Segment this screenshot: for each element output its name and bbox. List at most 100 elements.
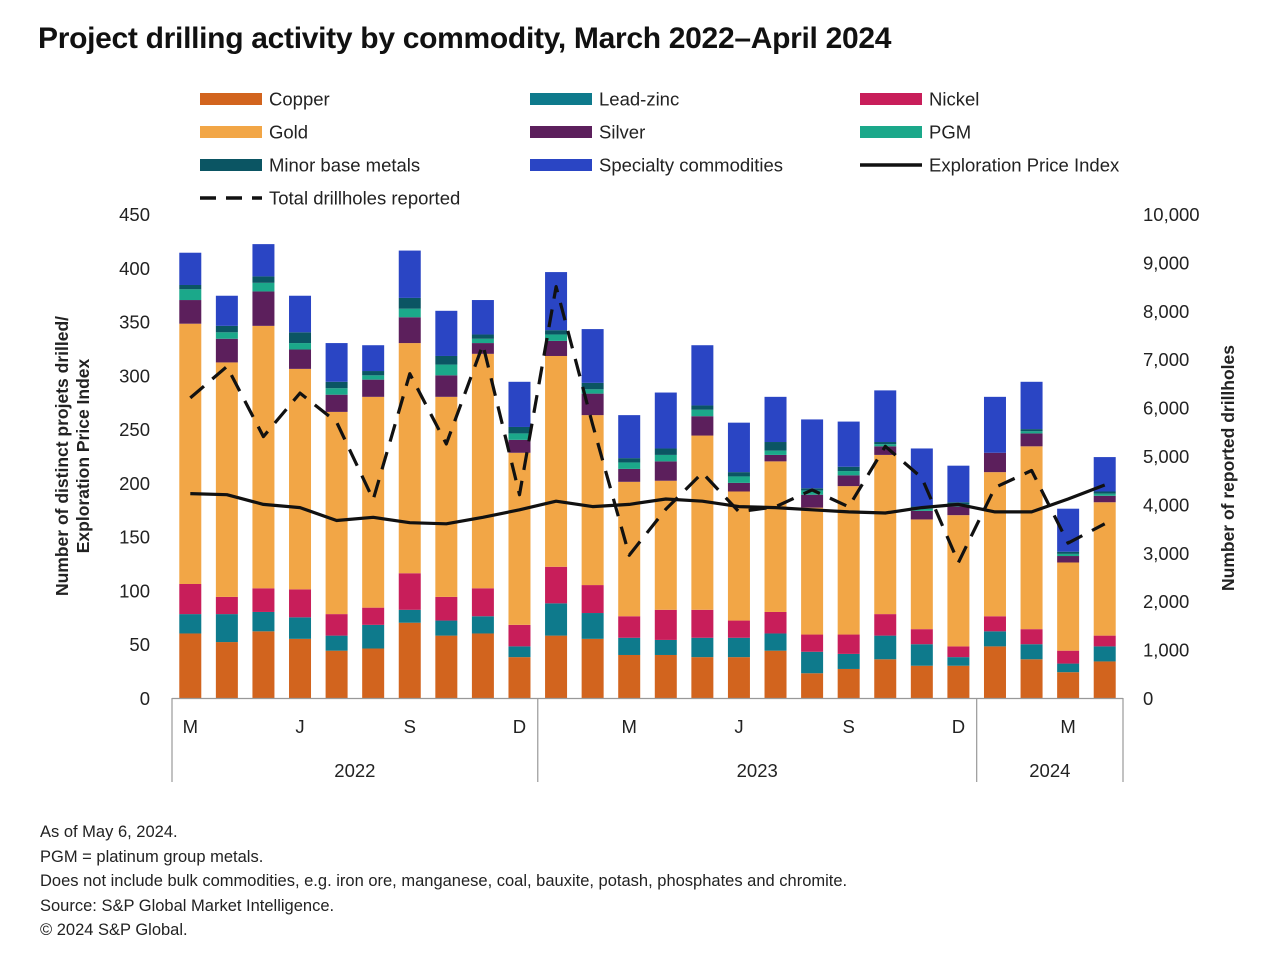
bar-minor-base-metals: [325, 381, 348, 389]
bar-lead-zinc: [289, 617, 312, 639]
bar-minor-base-metals: [398, 297, 421, 309]
bar-lead-zinc: [1057, 663, 1080, 673]
bar-stack: [691, 345, 714, 698]
bar-silver: [1020, 433, 1043, 447]
bar-nickel: [1057, 650, 1080, 664]
bar-minor-base-metals: [618, 458, 641, 463]
bar-gold: [471, 353, 494, 589]
bar-copper: [837, 668, 860, 698]
bar-pgm: [471, 338, 494, 344]
bar-stack: [435, 310, 458, 698]
legend-swatch-nickel: [860, 93, 922, 105]
bar-pgm: [508, 433, 531, 440]
bar-pgm: [215, 332, 238, 339]
x-year-label: 2024: [1029, 760, 1070, 781]
y-left-tick-label: 50: [129, 634, 150, 655]
note-copyright: © 2024 S&P Global.: [40, 921, 188, 939]
line-total-drillholes-reported: [189, 285, 1106, 565]
bar-copper: [289, 638, 312, 698]
bar-lead-zinc: [581, 613, 604, 639]
bar-gold: [325, 411, 348, 615]
x-tick-label: D: [513, 716, 526, 737]
bar-copper: [874, 659, 897, 698]
bar-gold: [289, 368, 312, 590]
x-tick-label: M: [1060, 716, 1075, 737]
bar-stack: [581, 329, 604, 698]
bar-gold: [983, 472, 1006, 617]
bar-minor-base-metals: [215, 325, 238, 333]
bar-gold: [1093, 502, 1116, 636]
bar-gold: [1020, 446, 1043, 630]
bar-gold: [837, 486, 860, 635]
legend-swatch-lead-zinc: [530, 93, 592, 105]
bar-nickel: [1093, 635, 1116, 647]
bar-specialty-commodities: [471, 300, 494, 335]
bar-silver: [727, 482, 750, 492]
bar-nickel: [801, 634, 824, 652]
stacked-bars: [179, 244, 1116, 698]
bar-nickel: [1020, 629, 1043, 645]
bar-stack: [874, 390, 897, 698]
bar-copper: [325, 650, 348, 698]
chart-lines: [189, 285, 1106, 565]
bar-silver: [691, 416, 714, 436]
legend-item-minor-base-metals: Minor base metals: [200, 155, 420, 176]
bar-lead-zinc: [947, 657, 970, 666]
bar-copper: [1057, 672, 1080, 698]
bar-specialty-commodities: [654, 392, 677, 449]
bar-gold: [435, 396, 458, 597]
legend-swatch-gold: [200, 126, 262, 138]
bar-lead-zinc: [471, 616, 494, 634]
bar-nickel: [947, 646, 970, 658]
bar-lead-zinc: [801, 651, 824, 674]
bar-specialty-commodities: [618, 415, 641, 459]
legend-swatch-minor-base-metals: [200, 159, 262, 171]
bar-gold: [362, 396, 385, 608]
note-source: Source: S&P Global Market Intelligence.: [40, 896, 335, 915]
legend-item-nickel: Nickel: [860, 89, 979, 110]
bar-silver: [435, 375, 458, 397]
legend-label-exploration-price-index: Exploration Price Index: [929, 155, 1120, 176]
bar-copper: [1020, 659, 1043, 698]
bar-nickel: [252, 588, 275, 612]
bar-stack: [471, 300, 494, 698]
bar-nickel: [727, 620, 750, 638]
bar-stack: [801, 419, 824, 698]
bar-gold: [1057, 562, 1080, 651]
x-year-label: 2023: [737, 760, 778, 781]
bar-silver: [471, 343, 494, 354]
bar-pgm: [1057, 553, 1080, 557]
bar-gold: [801, 507, 824, 635]
bar-silver: [947, 506, 970, 516]
legend-label-nickel: Nickel: [929, 89, 979, 110]
y-axis-right: 0 1,000 2,000 3,000 4,000 5,000 6,000 7,000 8,00…: [1143, 204, 1200, 709]
bar-gold: [691, 435, 714, 610]
bar-specialty-commodities: [874, 390, 897, 443]
bar-gold: [508, 452, 531, 625]
bar-specialty-commodities: [289, 295, 312, 333]
bar-pgm: [362, 375, 385, 380]
bar-nickel: [654, 609, 677, 640]
y-axis-left-title: Number of distinct projets drilled/Explo…: [52, 316, 93, 596]
legend-label-copper: Copper: [269, 89, 330, 110]
bar-specialty-commodities: [1093, 457, 1116, 492]
bar-minor-base-metals: [1093, 491, 1116, 494]
bar-minor-base-metals: [179, 284, 202, 290]
bar-silver: [362, 379, 385, 397]
bar-lead-zinc: [325, 635, 348, 651]
bar-specialty-commodities: [398, 250, 421, 298]
bar-silver: [252, 291, 275, 326]
y-right-tick-label: 0: [1143, 688, 1153, 709]
bar-lead-zinc: [837, 653, 860, 669]
bar-silver: [1093, 495, 1116, 503]
bar-lead-zinc: [508, 646, 531, 658]
legend-item-lead-zinc: Lead-zinc: [530, 89, 679, 110]
bar-gold: [618, 481, 641, 617]
bar-minor-base-metals: [435, 355, 458, 365]
x-year-label: 2022: [334, 760, 375, 781]
bar-pgm: [1093, 493, 1116, 496]
x-tick-label: D: [952, 716, 965, 737]
x-axis: 2022 2023 2024 M J S D M J S D M: [171, 697, 1124, 782]
bar-specialty-commodities: [252, 244, 275, 277]
bar-copper: [691, 657, 714, 698]
